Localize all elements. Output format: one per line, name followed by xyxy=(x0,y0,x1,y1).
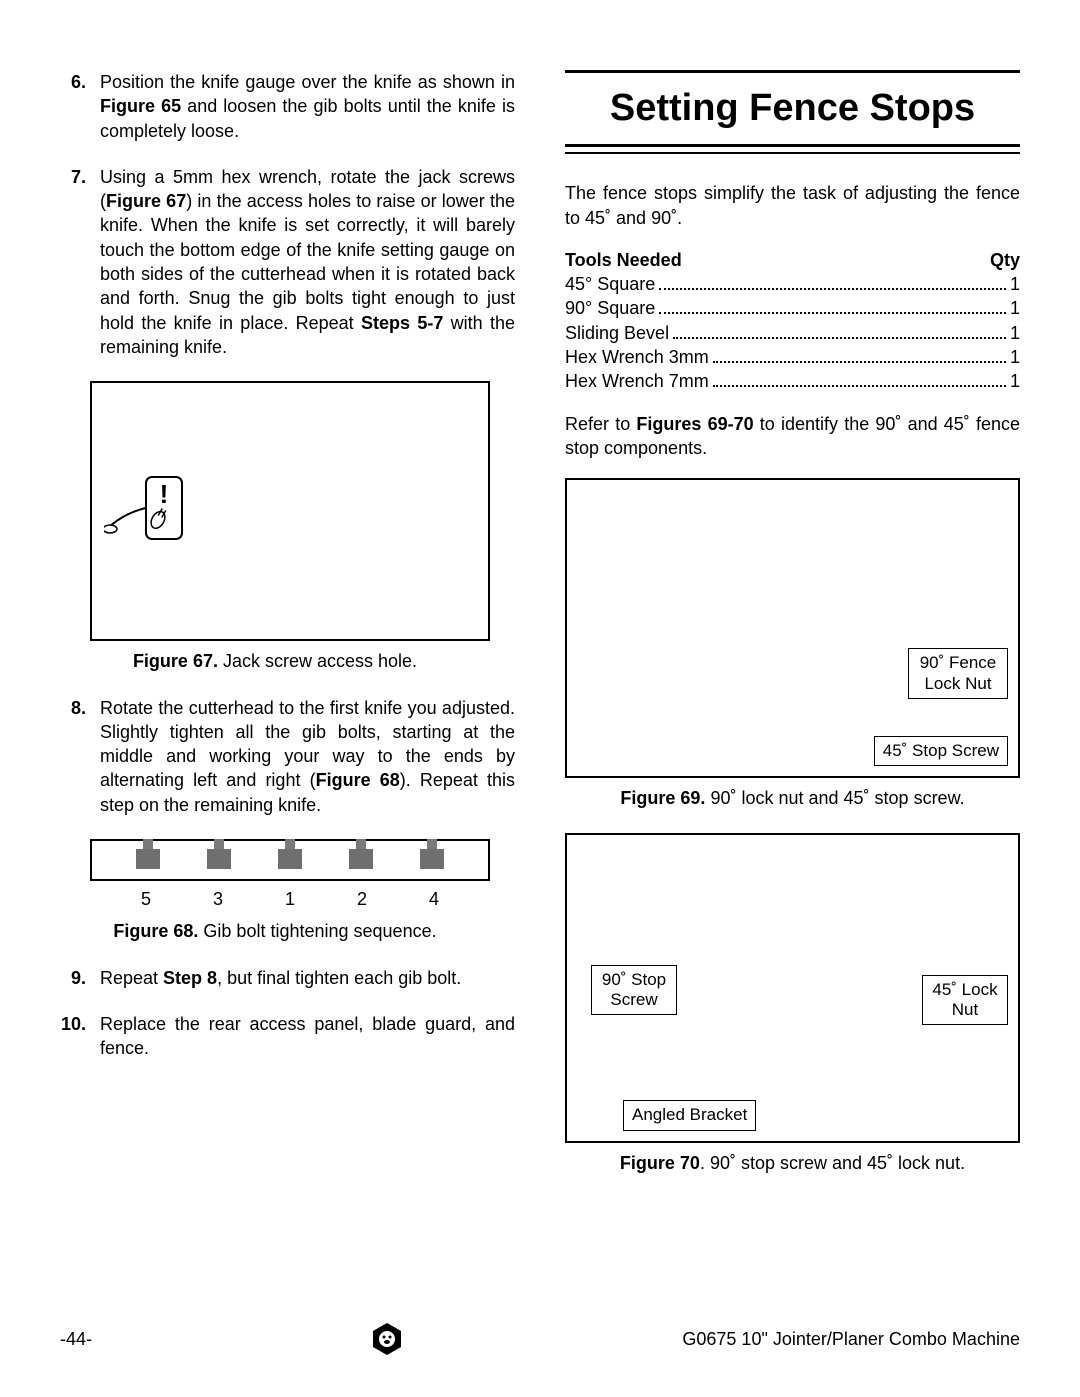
step-number: 8. xyxy=(60,696,100,817)
step-7: 7. Using a 5mm hex wrench, rotate the ja… xyxy=(60,165,515,359)
leader-dots xyxy=(659,298,1006,314)
caption-bold: Figure 70 xyxy=(620,1153,700,1173)
svg-text:!: ! xyxy=(160,479,169,509)
seq-num: 2 xyxy=(357,887,367,911)
leader-dots xyxy=(659,274,1006,290)
figure-69: 90˚ Fence Lock Nut 45˚ Stop Screw xyxy=(565,478,1020,778)
section-title: Setting Fence Stops xyxy=(565,70,1020,147)
figure-69-caption: Figure 69. 90˚ lock nut and 45˚ stop scr… xyxy=(565,786,1020,810)
tool-row: Hex Wrench 7mm 1 xyxy=(565,369,1020,393)
gib-bolt-sequence: 5 3 1 2 4 xyxy=(90,881,490,911)
tools-needed-header: Tools Needed Qty xyxy=(565,248,1020,272)
leader-dots xyxy=(713,347,1006,363)
seq-num: 4 xyxy=(429,887,439,911)
intro-paragraph: The fence stops simplify the task of adj… xyxy=(565,181,1020,230)
step-text: Replace the rear access panel, blade gua… xyxy=(100,1012,515,1061)
step-9: 9. Repeat Step 8, but final tighten each… xyxy=(60,966,515,990)
tools-label: Tools Needed xyxy=(565,248,682,272)
tool-qty: 1 xyxy=(1010,296,1020,320)
tool-qty: 1 xyxy=(1010,369,1020,393)
figure-68-caption: Figure 68. Gib bolt tightening sequence. xyxy=(60,919,490,943)
step-number: 7. xyxy=(60,165,100,359)
step-number: 10. xyxy=(60,1012,100,1061)
tool-qty: 1 xyxy=(1010,272,1020,296)
step-10: 10. Replace the rear access panel, blade… xyxy=(60,1012,515,1061)
tool-name: 45° Square xyxy=(565,272,655,296)
doc-title: G0675 10" Jointer/Planer Combo Machine xyxy=(682,1327,1020,1351)
tool-row: 90° Square 1 xyxy=(565,296,1020,320)
right-column: Setting Fence Stops The fence stops simp… xyxy=(565,70,1020,1197)
tool-qty: 1 xyxy=(1010,321,1020,345)
step-8: 8. Rotate the cutterhead to the first kn… xyxy=(60,696,515,817)
gib-bolt-icon xyxy=(278,841,302,879)
two-column-layout: 6. Position the knife gauge over the kni… xyxy=(60,70,1020,1197)
figure-callout-label: 90˚ Stop Screw xyxy=(591,965,677,1016)
figure-70-caption: Figure 70. 90˚ stop screw and 45˚ lock n… xyxy=(565,1151,1020,1175)
seq-num: 3 xyxy=(213,887,223,911)
gib-bolt-icon xyxy=(420,841,444,879)
step-text: Repeat Step 8, but final tighten each gi… xyxy=(100,966,515,990)
page-footer: -44- G0675 10" Jointer/Planer Combo Mach… xyxy=(60,1321,1020,1357)
tool-name: Hex Wrench 7mm xyxy=(565,369,709,393)
step-number: 6. xyxy=(60,70,100,143)
caption-bold: Figure 67. xyxy=(133,651,218,671)
caption-rest: . 90˚ stop screw and 45˚ lock nut. xyxy=(700,1153,965,1173)
page-number: -44- xyxy=(60,1327,92,1351)
brand-bear-icon xyxy=(369,1321,405,1357)
figure-callout-label: Angled Bracket xyxy=(623,1100,756,1130)
caption-bold: Figure 68. xyxy=(113,921,198,941)
figure-70: 90˚ Stop Screw 45˚ Lock Nut Angled Bracket xyxy=(565,833,1020,1143)
gib-bolt-bar xyxy=(90,839,490,881)
figure-68: 5 3 1 2 4 xyxy=(90,839,490,911)
caption-rest: Jack screw access hole. xyxy=(218,651,417,671)
tool-row: Hex Wrench 3mm 1 xyxy=(565,345,1020,369)
tool-row: 45° Square 1 xyxy=(565,272,1020,296)
unplug-warning-icon: ! xyxy=(104,473,204,543)
figure-callout-label: 45˚ Stop Screw xyxy=(874,736,1008,766)
tool-qty: 1 xyxy=(1010,345,1020,369)
tool-name: 90° Square xyxy=(565,296,655,320)
qty-label: Qty xyxy=(990,248,1020,272)
step-text: Position the knife gauge over the knife … xyxy=(100,70,515,143)
gib-bolt-icon xyxy=(207,841,231,879)
tools-list: 45° Square 190° Square 1Sliding Bevel 1H… xyxy=(565,272,1020,393)
figure-67-caption: Figure 67. Jack screw access hole. xyxy=(60,649,490,673)
caption-bold: Figure 69. xyxy=(620,788,705,808)
seq-num: 1 xyxy=(285,887,295,911)
step-number: 9. xyxy=(60,966,100,990)
tool-row: Sliding Bevel 1 xyxy=(565,321,1020,345)
leader-dots xyxy=(713,371,1006,387)
tool-name: Hex Wrench 3mm xyxy=(565,345,709,369)
gib-bolt-icon xyxy=(349,841,373,879)
figure-callout-label: 90˚ Fence Lock Nut xyxy=(908,648,1008,699)
figure-67: ! xyxy=(90,381,490,641)
caption-rest: Gib bolt tightening sequence. xyxy=(198,921,436,941)
step-6: 6. Position the knife gauge over the kni… xyxy=(60,70,515,143)
leader-dots xyxy=(673,323,1006,339)
seq-num: 5 xyxy=(141,887,151,911)
caption-rest: 90˚ lock nut and 45˚ stop screw. xyxy=(705,788,964,808)
left-column: 6. Position the knife gauge over the kni… xyxy=(60,70,515,1197)
refer-paragraph: Refer to Figures 69-70 to identify the 9… xyxy=(565,412,1020,461)
gib-bolt-icon xyxy=(136,841,160,879)
step-text: Rotate the cutterhead to the first knife… xyxy=(100,696,515,817)
step-text: Using a 5mm hex wrench, rotate the jack … xyxy=(100,165,515,359)
figure-callout-label: 45˚ Lock Nut xyxy=(922,975,1008,1026)
tool-name: Sliding Bevel xyxy=(565,321,669,345)
